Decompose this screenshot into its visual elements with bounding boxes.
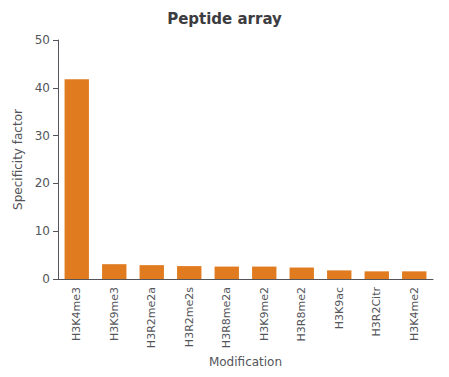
svg-text:H3K9ac: H3K9ac xyxy=(333,287,346,329)
svg-text:10: 10 xyxy=(35,224,50,238)
svg-text:H3K9me3: H3K9me3 xyxy=(108,287,121,341)
svg-text:H3R8me2a: H3R8me2a xyxy=(220,287,233,348)
svg-text:H3K9me2: H3K9me2 xyxy=(258,287,271,341)
svg-text:H3R8me2: H3R8me2 xyxy=(295,287,308,341)
svg-text:50: 50 xyxy=(35,33,50,47)
svg-text:H3K4me2: H3K4me2 xyxy=(408,287,421,341)
svg-text:H3R2me2s: H3R2me2s xyxy=(183,287,196,347)
svg-text:Peptide array: Peptide array xyxy=(167,10,282,28)
svg-text:20: 20 xyxy=(35,176,50,190)
svg-text:30: 30 xyxy=(35,129,50,143)
svg-text:Modification: Modification xyxy=(209,355,282,369)
svg-text:H3K4me3: H3K4me3 xyxy=(70,287,83,341)
svg-text:40: 40 xyxy=(35,81,50,95)
svg-text:0: 0 xyxy=(42,272,50,286)
svg-text:Specificity factor: Specificity factor xyxy=(11,109,25,210)
svg-text:H3R2Citr: H3R2Citr xyxy=(370,287,383,337)
svg-text:H3R2me2a: H3R2me2a xyxy=(145,287,158,348)
